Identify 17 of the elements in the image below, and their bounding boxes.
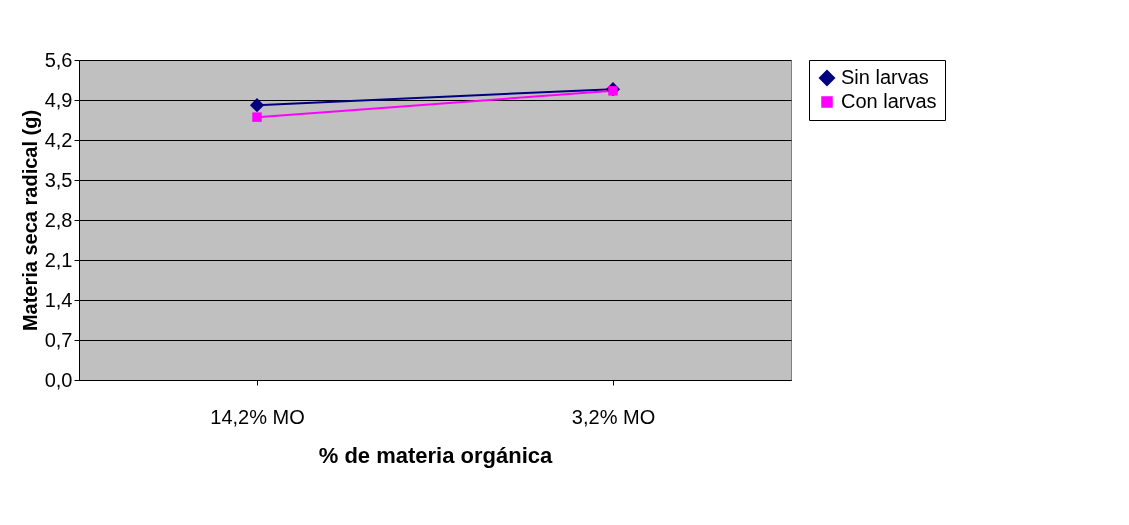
- y-tick-label: 0,0: [44, 368, 73, 391]
- y-tick-label: 1,4: [44, 288, 73, 311]
- y-tick-label: 4,9: [44, 88, 73, 111]
- legend-label: Con larvas: [841, 90, 937, 112]
- y-tick-label: 2,1: [44, 248, 73, 271]
- y-axis-title: Materia seca radical (g): [18, 109, 41, 332]
- point: [249, 98, 265, 113]
- y-tick-label: 4,2: [44, 128, 73, 151]
- y-tick-label: 0,7: [44, 328, 73, 351]
- x-tick-label: 3,2% MO: [571, 405, 656, 428]
- legend-label: Sin larvas: [841, 66, 929, 88]
- x-tick-label: 14,2% MO: [210, 405, 305, 428]
- point: [252, 112, 262, 122]
- x-axis-title: % de materia orgánica: [318, 442, 554, 468]
- y-tick-label: 5,6: [44, 48, 73, 71]
- y-tick-label: 2,8: [44, 208, 73, 231]
- y-tick-label: 3,5: [44, 168, 73, 191]
